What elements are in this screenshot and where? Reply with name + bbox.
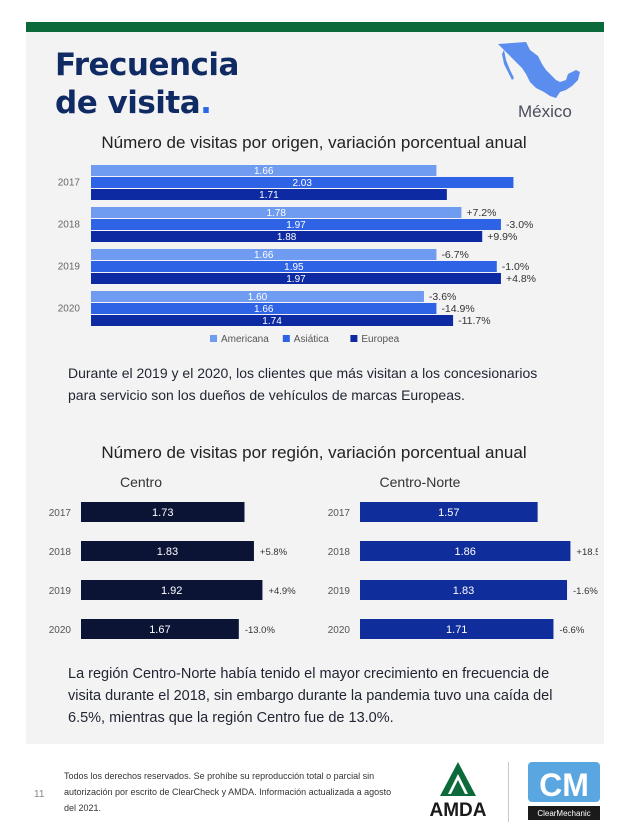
origin-year-label: 2019	[58, 262, 81, 273]
origin-bar-value: 1.74	[262, 316, 282, 327]
title-dot: .	[200, 85, 212, 121]
origin-bar	[91, 189, 447, 200]
origin-bar	[91, 315, 454, 326]
origin-bar-value: 1.66	[254, 250, 274, 261]
origin-bar-value: 1.78	[266, 208, 286, 219]
region-bar-value: 1.67	[149, 624, 170, 636]
origin-bar	[91, 165, 437, 176]
origin-bar-chart: 2017 1.66 2.03 1.71 2018 1.78 +7.2% 1.97 -3.0% 1.…	[58, 165, 536, 345]
origin-bar	[91, 219, 501, 230]
legend-label: Asiática	[294, 334, 329, 345]
origin-bar-value: 1.97	[286, 274, 306, 285]
legend-swatch	[282, 335, 290, 342]
mexico-map-icon	[498, 42, 580, 98]
legend-label: Americana	[221, 334, 269, 345]
page-title-line2: de visita	[55, 85, 201, 121]
region-bar-value: 1.83	[157, 546, 178, 558]
region-year-label: 2020	[328, 625, 351, 636]
origin-change-label: -1.0%	[502, 261, 529, 273]
legend-swatch	[350, 335, 358, 342]
region-bar	[81, 502, 245, 522]
origin-bar	[91, 303, 437, 314]
rights-notice: Todos los derechos reservados. Se prohíb…	[64, 771, 392, 813]
region-change-label: +4.9%	[268, 586, 296, 597]
origin-bar-value: 1.66	[254, 166, 274, 177]
region-chart-title: Centro	[120, 474, 162, 490]
origin-bar	[91, 249, 437, 260]
origin-bar-value: 1.71	[259, 190, 279, 201]
origin-bar-value: 1.97	[286, 220, 306, 231]
country-label: México	[518, 102, 572, 121]
origin-bar-value: 1.66	[254, 304, 274, 315]
origin-bar	[91, 261, 497, 272]
region-year-label: 2017	[328, 508, 351, 519]
region-year-label: 2018	[328, 547, 351, 558]
region-bar	[360, 580, 568, 600]
origin-bar	[91, 207, 462, 218]
top-accent-bar	[26, 22, 604, 32]
origin-bar-value: 2.03	[292, 178, 312, 189]
region-change-label: -6.6%	[559, 625, 584, 636]
cm-logo-mark: CM	[539, 767, 589, 803]
region-bar	[81, 580, 263, 600]
origin-change-label: +4.8%	[506, 273, 536, 285]
region-bar-value: 1.86	[455, 546, 476, 558]
region-bar-value: 1.73	[152, 507, 173, 519]
origin-bar	[91, 231, 483, 242]
origin-year-label: 2017	[58, 178, 81, 189]
region-change-label: +18.5%	[576, 547, 598, 558]
origin-bar-value: 1.95	[284, 262, 304, 273]
origin-year-label: 2020	[58, 304, 81, 315]
amda-logo-text: AMDA	[430, 800, 487, 821]
cm-logo-name: ClearMechanic	[537, 809, 590, 818]
region-year-label: 2018	[49, 547, 72, 558]
centro-bar-chart: Centro 2017 1.73 2018 1.83 +5.8% 2019 1.92 +4.9%…	[49, 474, 296, 639]
region-bar	[360, 619, 554, 639]
region-bar	[360, 541, 571, 561]
clearmechanic-logo: CM ClearMechanic	[528, 762, 600, 820]
origin-summary-paragraph: Durante el 2019 y el 2020, los clientes …	[68, 365, 538, 403]
origin-bar-value: 1.88	[277, 232, 297, 243]
origin-year-label: 2018	[58, 220, 81, 231]
origin-change-label: -3.0%	[506, 219, 533, 231]
chart1-subtitle: Número de visitas por origen, variación …	[101, 133, 527, 152]
origin-change-label: +9.9%	[487, 231, 517, 243]
origin-change-label: -3.6%	[429, 291, 456, 303]
centro-norte-bar-chart: Centro-Norte 2017 1.57 2018 1.86 +18.5% 2019 1.…	[328, 474, 598, 639]
region-bar-value: 1.57	[438, 507, 459, 519]
region-year-label: 2020	[49, 625, 72, 636]
region-change-label: +5.8%	[260, 547, 288, 558]
region-bar-value: 1.71	[446, 624, 467, 636]
region-change-label: -13.0%	[245, 625, 276, 636]
region-bar-value: 1.83	[453, 585, 474, 597]
legend-swatch	[210, 335, 217, 342]
region-bar	[360, 502, 538, 522]
logo-separator	[508, 762, 509, 822]
origin-change-label: -6.7%	[441, 249, 468, 261]
origin-bar	[91, 273, 501, 284]
region-bar	[81, 619, 239, 639]
page-title-line1: Frecuencia	[55, 47, 239, 83]
region-year-label: 2019	[49, 586, 72, 597]
region-summary-paragraph: La región Centro-Norte había tenido el m…	[68, 666, 553, 726]
region-bar	[81, 541, 254, 561]
region-bar-value: 1.92	[161, 585, 182, 597]
region-year-label: 2019	[328, 586, 351, 597]
origin-change-label: +7.2%	[466, 207, 496, 219]
origin-change-label: -11.7%	[458, 315, 491, 327]
region-year-label: 2017	[49, 508, 72, 519]
page-number: 11	[34, 789, 45, 800]
chart2-subtitle: Número de visitas por región, variación …	[101, 443, 527, 462]
origin-bar	[91, 177, 514, 188]
region-chart-title: Centro-Norte	[380, 474, 461, 490]
origin-bar-value: 1.60	[248, 292, 268, 303]
page-title: Frecuencia de visita.	[55, 46, 239, 122]
amda-logo: AMDA	[430, 762, 487, 821]
origin-bar	[91, 291, 424, 302]
legend-label: Europea	[361, 334, 399, 345]
region-change-label: -1.6%	[573, 586, 598, 597]
origin-change-label: -14.9%	[441, 303, 474, 315]
